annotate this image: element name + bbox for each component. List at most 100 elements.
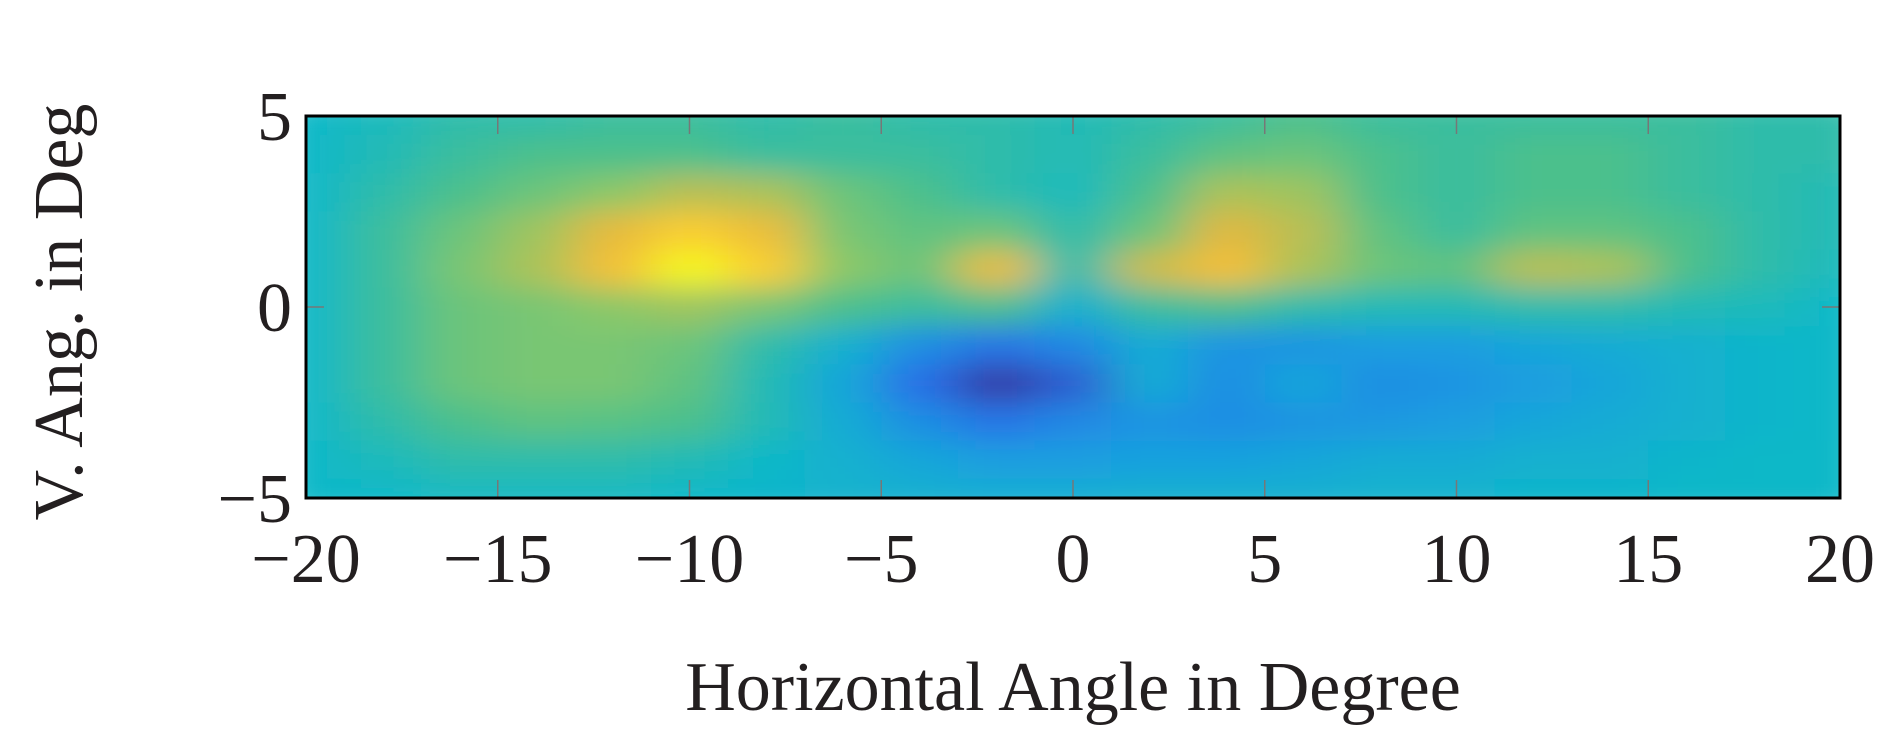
heatmap-cell — [1648, 116, 1726, 136]
heatmap-cell — [727, 326, 806, 365]
heatmap-cell — [1724, 249, 1803, 289]
heatmap-cell — [497, 402, 575, 442]
heatmap-cell — [1341, 287, 1419, 327]
heatmap-cell — [1188, 287, 1266, 327]
heatmap-cell — [1188, 402, 1266, 442]
heatmap-cell — [344, 249, 422, 289]
x-tick-label: −15 — [443, 521, 552, 598]
heatmap-cell — [344, 287, 422, 327]
heatmap-cell — [1034, 135, 1112, 174]
heatmap-cell — [421, 440, 499, 480]
heatmap-cell — [1571, 364, 1649, 403]
heatmap-cell — [1801, 364, 1840, 403]
heatmap-cell — [727, 440, 806, 480]
heatmap-cell — [306, 326, 345, 365]
heatmap-cell — [306, 402, 345, 442]
heatmap-cell — [574, 402, 652, 442]
heatmap-cell — [1648, 173, 1726, 212]
heatmap-cell — [727, 173, 806, 212]
x-tick-label: 20 — [1805, 521, 1875, 598]
heatmap-cell — [574, 116, 652, 136]
x-tick-label: −20 — [251, 521, 360, 598]
heatmap-cell — [1111, 478, 1189, 498]
heatmap-cell — [1418, 249, 1496, 289]
heatmap-cell — [344, 402, 422, 442]
heatmap-cell — [804, 116, 882, 136]
heatmap-cell — [957, 326, 1036, 365]
heatmap-cell — [651, 249, 729, 289]
heatmap-cell — [957, 478, 1036, 498]
heatmap-cell — [1801, 211, 1840, 251]
heatmap-cell — [1724, 326, 1803, 365]
heatmap-cell — [1648, 478, 1726, 498]
heatmap-cell — [421, 116, 499, 136]
heatmap-cell — [344, 478, 422, 498]
heatmap-cell — [1034, 211, 1112, 251]
heatmap-cell — [497, 287, 575, 327]
heatmap-cell — [344, 440, 422, 480]
heatmap-cell — [1264, 173, 1342, 212]
heatmap-cell — [1111, 211, 1189, 251]
plot-area — [306, 116, 1840, 498]
x-tick-label: 15 — [1613, 521, 1683, 598]
heatmap-cell — [497, 116, 575, 136]
heatmap-cell — [1264, 135, 1342, 174]
heatmap-cell — [727, 364, 806, 403]
heatmap-cell — [1264, 364, 1342, 403]
heatmap-cell — [651, 173, 729, 212]
heatmap-cell — [1111, 116, 1189, 136]
heatmap-cell — [421, 402, 499, 442]
heatmap-cell — [574, 135, 652, 174]
heatmap-cell — [344, 116, 422, 136]
x-tick-label: −10 — [635, 521, 744, 598]
heatmap-cell — [881, 326, 959, 365]
heatmap-cell — [881, 135, 959, 174]
heatmap-cell — [1341, 135, 1419, 174]
heatmap-cell — [1188, 116, 1266, 136]
heatmap-cell — [1111, 173, 1189, 212]
heatmap-cell — [1111, 402, 1189, 442]
heatmap-cell — [881, 116, 959, 136]
heatmap-cell — [1188, 173, 1266, 212]
heatmap-cell — [1188, 135, 1266, 174]
heatmap-cell — [651, 211, 729, 251]
heatmap-cell — [306, 135, 345, 174]
heatmap-cell — [727, 478, 806, 498]
heatmap-cell — [497, 249, 575, 289]
heatmap-cell — [727, 287, 806, 327]
heatmap-cell — [1724, 211, 1803, 251]
x-axis-title: Horizontal Angle in Degree — [685, 649, 1461, 726]
heatmap-cell — [881, 364, 959, 403]
heatmap-cell — [421, 249, 499, 289]
heatmap-cell — [1724, 116, 1803, 136]
heatmap-cell — [306, 116, 345, 136]
heatmap-cell — [574, 287, 652, 327]
heatmap-cell — [306, 478, 345, 498]
heatmap-cell — [1801, 135, 1840, 174]
heatmap-cell — [881, 402, 959, 442]
heatmap-cell — [957, 402, 1036, 442]
heatmap-cell — [1648, 249, 1726, 289]
heatmap-cell — [1801, 440, 1840, 480]
heatmap-cell — [421, 364, 499, 403]
heatmap-cell — [306, 211, 345, 251]
heatmap-cell — [1034, 402, 1112, 442]
heatmap-cell — [651, 135, 729, 174]
axes: −20 −15 −10 −5 0 5 10 15 20 −5 0 5 — [218, 79, 1875, 598]
heatmap-cell — [804, 364, 882, 403]
heatmap-cell — [1418, 211, 1496, 251]
heatmap-cell — [1188, 326, 1266, 365]
heatmap-cell — [497, 135, 575, 174]
heatmap-cell — [421, 173, 499, 212]
heatmap-cell — [1724, 402, 1803, 442]
heatmap-cell — [1264, 287, 1342, 327]
heatmap-cell — [1034, 173, 1112, 212]
heatmap-cell — [497, 440, 575, 480]
heatmap-cell — [957, 364, 1036, 403]
heatmap-cell — [1648, 364, 1726, 403]
heatmap-cell — [1341, 249, 1419, 289]
heatmap-cell — [1034, 440, 1112, 480]
heatmap-cell — [306, 249, 345, 289]
heatmap-cell — [804, 440, 882, 480]
